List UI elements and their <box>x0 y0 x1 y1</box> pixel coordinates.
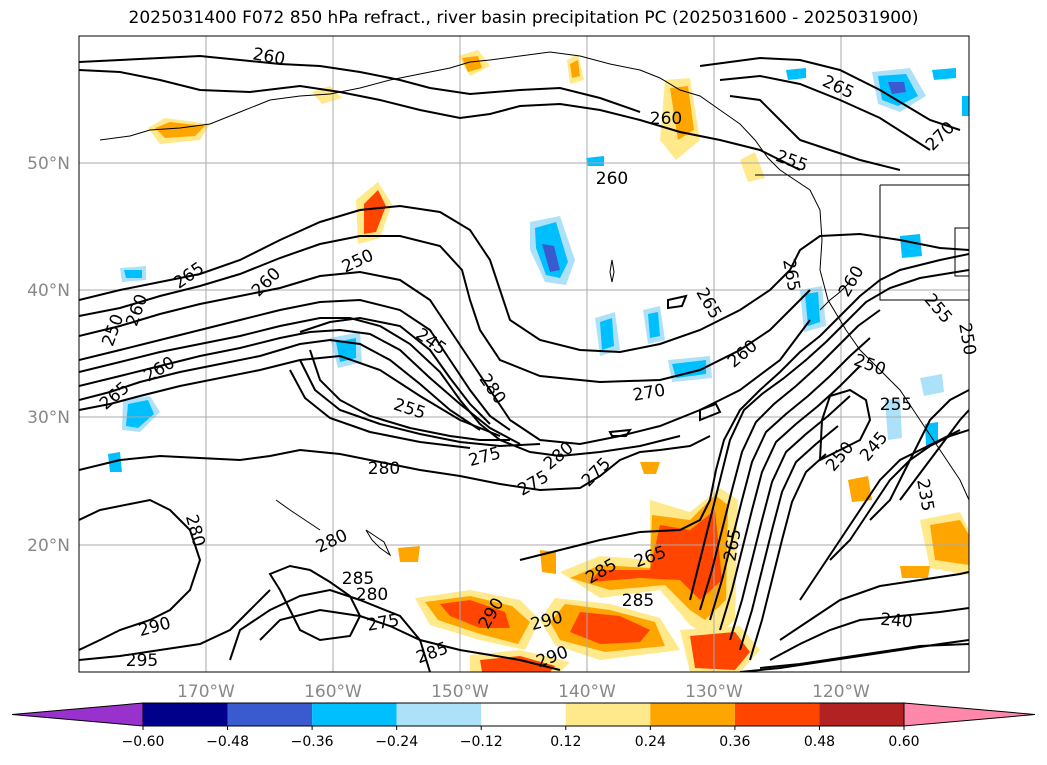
colorbar-swatch <box>650 703 735 726</box>
colorbar-tick-label: 0.24 <box>635 734 666 750</box>
colorbar-extend-low <box>11 702 144 727</box>
lat-labels: 50°N 40°N 30°N 20°N <box>27 154 70 556</box>
lat-label: 30°N <box>27 408 70 428</box>
colorbar-swatch <box>396 703 482 726</box>
thin-contours <box>609 259 851 311</box>
negative-anomaly-patch <box>672 360 706 378</box>
negative-anomaly-patch <box>126 400 154 428</box>
lat-label: 50°N <box>27 154 70 174</box>
negative-anomaly-patch <box>885 398 902 440</box>
contour-label: 280 <box>356 585 388 605</box>
negative-anomaly-patch <box>648 312 660 338</box>
lon-label: 150°W <box>431 682 489 702</box>
negative-anomaly-patch <box>542 244 560 272</box>
positive-anomaly-patch <box>930 520 969 565</box>
colorbar-swatch <box>312 703 397 726</box>
colorbar-tick-label: −0.36 <box>291 734 334 750</box>
lat-label: 20°N <box>27 536 70 556</box>
positive-anomaly-patch <box>570 60 580 78</box>
colorbar-tick-label: −0.60 <box>122 734 165 750</box>
colorbar-tick-label: 0.60 <box>888 734 919 750</box>
negative-anomaly-patch <box>920 374 944 396</box>
positive-anomaly-patch <box>364 190 386 234</box>
contour-label: 295 <box>126 651 158 671</box>
lon-label: 170°W <box>177 682 235 702</box>
negative-anomaly-patch <box>600 318 614 350</box>
colorbar-swatch <box>734 703 820 726</box>
colorbar-swatch <box>227 703 313 726</box>
positive-anomaly-patch <box>590 510 722 600</box>
colorbar-swatch <box>143 703 228 726</box>
colorbar-tick-label: 0.12 <box>550 734 581 750</box>
colorbar-tick-label: 0.36 <box>719 734 750 750</box>
contour-label: 285 <box>342 569 374 589</box>
colorbar-tick-label: −0.48 <box>206 734 249 750</box>
negative-anomaly-patch <box>900 234 922 258</box>
positive-anomaly-patch <box>440 600 510 628</box>
contour-label: 260 <box>596 169 628 189</box>
contour-label: 285 <box>622 591 654 611</box>
colorbar-tick-label: 0.48 <box>804 734 835 750</box>
positive-anomaly-patch <box>570 612 650 644</box>
positive-anomaly-patch <box>690 632 750 670</box>
map-body <box>79 36 969 672</box>
colorbar: −0.60 −0.48 −0.36 −0.24 −0.12 0.12 0.24 0.36 0.4… <box>11 702 1036 750</box>
positive-anomaly-patch <box>670 86 694 140</box>
coastline <box>99 51 969 557</box>
positive-anomaly-patch <box>480 656 555 672</box>
lon-label: 160°W <box>304 682 362 702</box>
colorbar-swatch <box>819 703 904 726</box>
colorbar-outline <box>142 702 905 727</box>
positive-anomaly-patch <box>462 56 482 72</box>
colorbar-extend-high <box>903 702 1036 727</box>
negative-anomaly-patch <box>786 68 806 80</box>
lon-label: 130°W <box>685 682 743 702</box>
colorbar-tick-label: −0.24 <box>375 734 418 750</box>
positive-anomaly-patch <box>640 462 660 474</box>
contour-label: 260 <box>650 109 682 129</box>
contour-label: 255 <box>880 395 912 415</box>
negative-anomaly-patch <box>925 422 938 446</box>
negative-anomaly-patch <box>805 292 820 326</box>
lat-label: 40°N <box>27 281 70 301</box>
negative-anomaly-patch <box>124 270 142 278</box>
colorbar-swatch <box>481 703 566 726</box>
positive-anomaly-patch <box>540 550 556 574</box>
lon-label: 140°W <box>558 682 616 702</box>
contour-label: 240 <box>879 610 913 633</box>
contour-label: 280 <box>368 459 400 479</box>
graticule <box>79 36 969 672</box>
negative-anomaly-patch <box>962 96 969 116</box>
map-title: 2025031400 F072 850 hPa refract., river … <box>128 8 919 28</box>
refractivity-contours <box>79 54 969 672</box>
map-frame <box>78 35 970 673</box>
negative-anomaly-patch <box>932 68 956 80</box>
negative-anomaly-patch <box>888 82 906 94</box>
colorbar-swatch <box>565 703 651 726</box>
positive-anomaly-patch <box>848 476 872 502</box>
lon-labels: 170°W 160°W 150°W 140°W 130°W 120°W <box>177 682 870 702</box>
lon-label: 120°W <box>812 682 870 702</box>
colorbar-tick-label: −0.12 <box>460 734 503 750</box>
positive-anomaly-patch <box>398 546 420 562</box>
positive-anomaly-patch <box>900 566 930 578</box>
